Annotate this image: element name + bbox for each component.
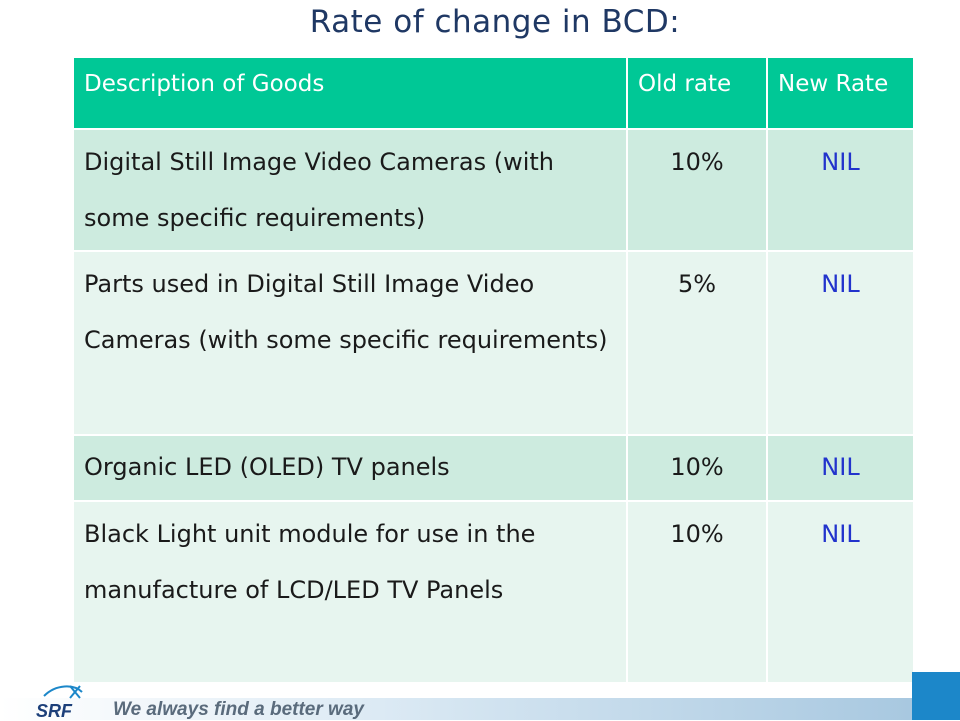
srf-logo: SRF xyxy=(36,685,83,720)
rates-table: Description of Goods Old rate New Rate D… xyxy=(72,56,915,684)
cell-old-rate: 10% xyxy=(626,128,768,252)
header-new-rate: New Rate xyxy=(766,56,915,130)
cell-old-rate: 10% xyxy=(626,434,768,502)
table-row: Organic LED (OLED) TV panels 10% NIL xyxy=(72,434,915,502)
table-header-row: Description of Goods Old rate New Rate xyxy=(72,56,915,130)
table-row: Digital Still Image Video Cameras (with … xyxy=(72,128,915,252)
footer-band xyxy=(0,698,912,720)
cell-old-rate: 5% xyxy=(626,250,768,436)
header-description: Description of Goods xyxy=(72,56,628,130)
page-title: Rate of change in BCD: xyxy=(309,4,681,40)
cell-old-rate: 10% xyxy=(626,500,768,684)
cell-new-rate: NIL xyxy=(766,250,915,436)
table-row: Black Light unit module for use in the m… xyxy=(72,500,915,684)
cell-description: Parts used in Digital Still Image Video … xyxy=(72,250,628,436)
cell-new-rate: NIL xyxy=(766,434,915,502)
cell-description: Organic LED (OLED) TV panels xyxy=(72,434,628,502)
table-row: Parts used in Digital Still Image Video … xyxy=(72,250,915,436)
cell-description: Digital Still Image Video Cameras (with … xyxy=(72,128,628,252)
cell-description: Black Light unit module for use in the m… xyxy=(72,500,628,684)
footer-tagline: We always find a better way xyxy=(113,699,364,720)
logo-text: SRF xyxy=(36,701,73,720)
corner-block xyxy=(912,672,960,720)
cell-new-rate: NIL xyxy=(766,128,915,252)
header-old-rate: Old rate xyxy=(626,56,768,130)
cell-new-rate: NIL xyxy=(766,500,915,684)
